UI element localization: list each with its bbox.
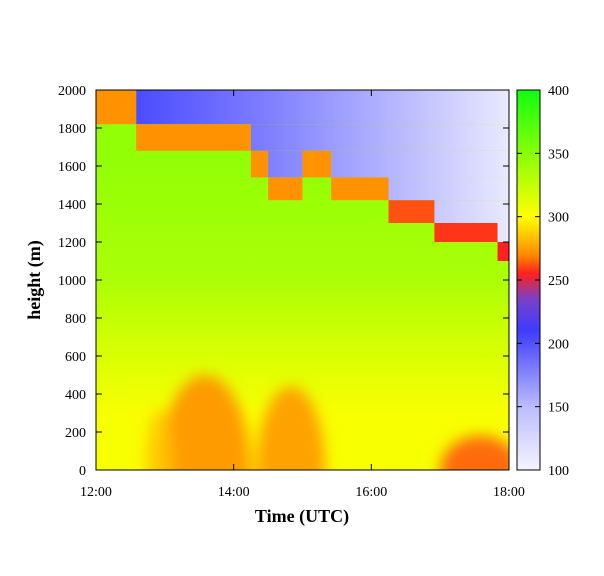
y-axis-title: height (m) [24, 240, 45, 320]
blue-cell [268, 150, 303, 178]
colorbar-tick-label: 300 [548, 211, 569, 226]
warm-plume [145, 409, 173, 470]
blue-cell [250, 124, 509, 151]
colorbar-tick-label: 400 [548, 84, 569, 99]
colorbar-tick-label: 350 [548, 147, 569, 162]
colorbar: 100 150 200 250 300 350 400 [516, 84, 569, 479]
y-tick-label: 200 [65, 426, 86, 441]
x-tick-label: 14:00 [218, 485, 250, 500]
orange-cell [497, 242, 509, 261]
y-tick-label: 1400 [58, 198, 86, 213]
orange-cell [388, 200, 435, 223]
blue-cell [434, 200, 509, 223]
blue-cell [388, 177, 509, 201]
y-tick-label: 2000 [58, 84, 86, 99]
y-tick-label: 1800 [58, 122, 86, 137]
x-tick-label: 16:00 [355, 485, 387, 500]
y-tick-label: 1200 [58, 236, 86, 251]
warm-plume [256, 386, 326, 470]
orange-cell [136, 124, 251, 151]
y-tick-label: 1600 [58, 160, 86, 175]
blue-cell [331, 150, 509, 178]
warm-plume [159, 375, 251, 470]
warm-plumes [145, 375, 509, 470]
x-tick-label: 18:00 [493, 485, 525, 500]
colorbar-tick-label: 200 [548, 337, 569, 352]
x-axis: 12:00 14:00 16:00 18:00 [80, 90, 525, 500]
y-tick-label: 400 [65, 388, 86, 403]
y-tick-label: 600 [65, 350, 86, 365]
y-tick-label: 0 [79, 464, 86, 479]
colorbar-tick-label: 100 [548, 464, 569, 479]
colorbar-ticks: 100 150 200 250 300 350 400 [517, 84, 569, 479]
orange-cell [302, 150, 332, 178]
orange-cell [96, 90, 137, 125]
blue-cell [497, 223, 509, 242]
orange-cell [250, 150, 269, 178]
x-axis-title: Time (UTC) [255, 506, 349, 527]
x-tick-label: 12:00 [80, 485, 112, 500]
colorbar-tick-label: 250 [548, 274, 569, 289]
orange-cell [268, 177, 303, 201]
y-axis: 0 200 400 600 800 1000 1200 1400 1600 1800 2000 [58, 84, 509, 479]
warm-plume [440, 435, 509, 470]
blue-cell [136, 90, 509, 125]
orange-cell [331, 177, 389, 201]
orange-cell [434, 223, 498, 242]
y-tick-label: 1000 [58, 274, 86, 289]
boundary-cells [96, 90, 509, 261]
y-tick-label: 800 [65, 312, 86, 327]
colorbar-tick-label: 150 [548, 401, 569, 416]
plot-area [95, 89, 510, 471]
